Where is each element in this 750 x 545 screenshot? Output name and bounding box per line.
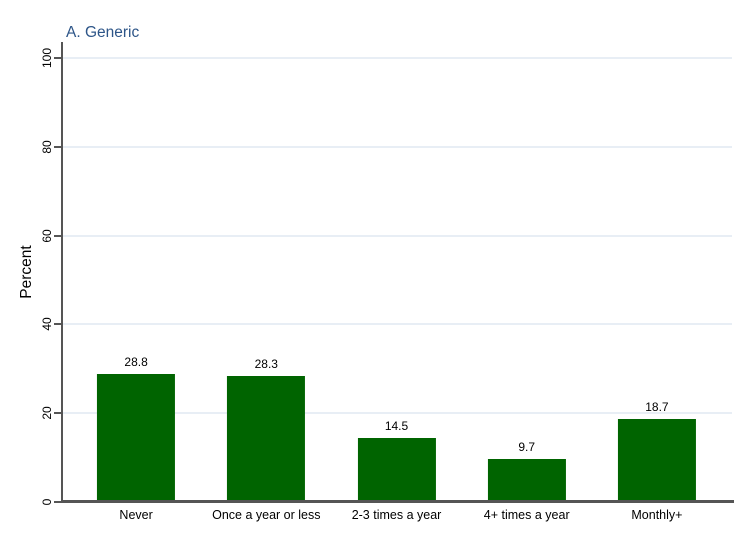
y-tick-label-40: 40 <box>40 317 54 332</box>
y-tick-60 <box>54 234 62 237</box>
y-tick-label-60: 60 <box>40 228 54 243</box>
y-tick-100 <box>54 57 62 59</box>
bar-slot-4: 18.7 <box>592 58 722 502</box>
bar-3 <box>487 458 566 502</box>
plot-area: 28.8 28.3 14.5 9.7 18.7 <box>63 57 732 502</box>
x-label-0: Never <box>119 508 153 522</box>
y-tick-label-100: 100 <box>40 47 54 69</box>
x-label-1: Once a year or less <box>212 508 321 522</box>
gridline-60 <box>63 234 732 237</box>
bar-2 <box>357 437 436 502</box>
chart-title: A. Generic <box>66 24 140 41</box>
bar-1 <box>227 376 306 502</box>
gridline-40 <box>63 323 732 326</box>
x-axis-labels: Never Once a year or less 2-3 times a year… <box>71 508 722 522</box>
y-tick-20 <box>54 412 62 415</box>
x-axis-line <box>61 500 734 503</box>
gridline-80 <box>63 145 732 148</box>
x-label-3: 4+ times a year <box>483 508 570 522</box>
y-axis-line <box>61 42 63 502</box>
bar-value-label-2: 14.5 <box>384 418 409 433</box>
bar-value-label-0: 28.8 <box>124 355 148 370</box>
bar-value-label-3: 9.7 <box>518 439 536 454</box>
gridline-20 <box>63 412 732 415</box>
y-tick-40 <box>54 323 62 326</box>
bar-value-label-4: 18.7 <box>645 399 669 414</box>
y-tick-0 <box>54 501 62 503</box>
y-axis-label: Percent <box>18 245 35 299</box>
y-tick-label-20: 20 <box>40 406 54 420</box>
x-label-2: 2-3 times a year <box>351 508 442 522</box>
bar-0 <box>97 374 176 502</box>
bar-slot-1: 28.3 <box>201 58 331 502</box>
y-tick-label-80: 80 <box>40 140 54 154</box>
bar-slot-2: 14.5 <box>331 58 461 502</box>
bar-value-label-1: 28.3 <box>254 357 278 372</box>
gridline-100 <box>63 57 732 59</box>
x-label-4: Monthly+ <box>631 508 683 522</box>
bar-4 <box>617 418 696 502</box>
bar-series: 28.8 28.3 14.5 9.7 18.7 <box>71 58 722 502</box>
y-tick-80 <box>54 145 62 148</box>
bar-slot-3: 9.7 <box>462 58 592 502</box>
y-tick-label-0: 0 <box>40 498 54 506</box>
bar-slot-0: 28.8 <box>71 58 201 502</box>
